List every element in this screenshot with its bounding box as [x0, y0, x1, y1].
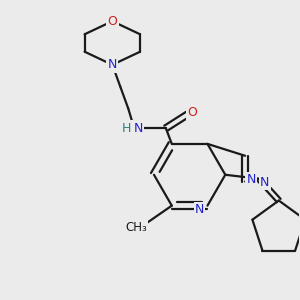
- Text: N: N: [246, 173, 256, 186]
- Text: H: H: [122, 122, 131, 135]
- Text: N: N: [195, 203, 204, 216]
- Text: O: O: [188, 106, 197, 119]
- Text: N: N: [108, 58, 117, 71]
- Text: N: N: [134, 122, 143, 135]
- Text: O: O: [107, 15, 117, 28]
- Text: CH₃: CH₃: [125, 221, 147, 234]
- Text: N: N: [260, 176, 270, 189]
